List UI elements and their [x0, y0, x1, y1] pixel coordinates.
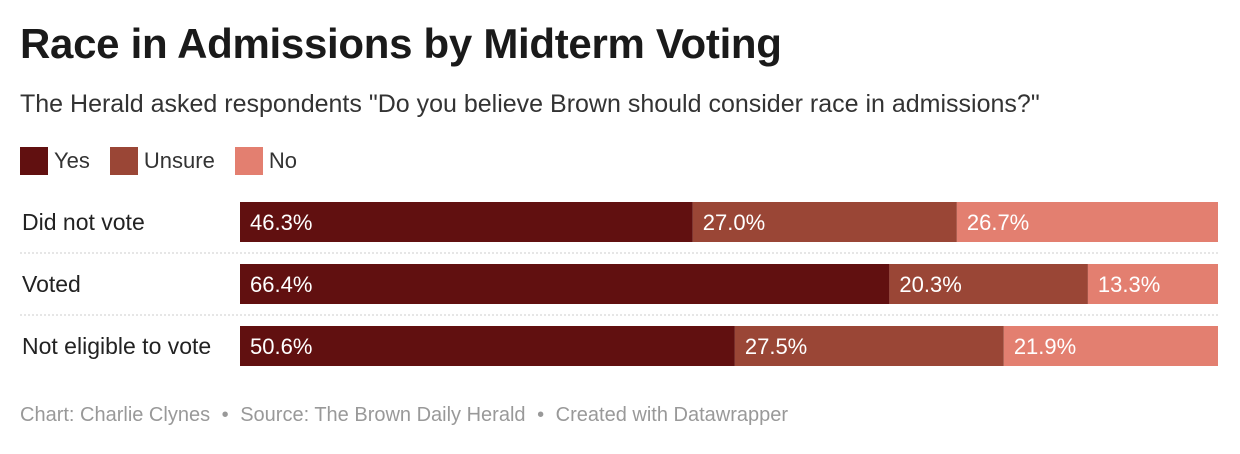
legend-item-no: No: [234, 147, 297, 175]
legend-swatch-unsure: [109, 147, 138, 175]
data-label-unsure-voted: 20.3%: [899, 272, 961, 297]
legend-label-unsure: Unsure: [143, 148, 215, 173]
row-label-did-not-vote: Did not vote: [22, 209, 145, 235]
data-label-yes-did-not-vote: 46.3%: [250, 210, 312, 235]
data-label-unsure-did-not-vote: 27.0%: [703, 210, 765, 235]
bar-yes-did-not-vote: [240, 202, 693, 242]
chart-title: Race in Admissions by Midterm Voting: [20, 20, 782, 67]
legend-label-no: No: [268, 148, 297, 173]
legend: Yes Unsure No: [20, 145, 317, 177]
legend-swatch-yes: [20, 147, 48, 175]
chart-subtitle: The Herald asked respondents "Do you bel…: [20, 90, 1040, 118]
bar-no-not-eligible-to-vote: [1003, 326, 1218, 366]
footer-separator: •: [221, 404, 229, 426]
bar-unsure-not-eligible-to-vote: [734, 326, 1004, 366]
data-label-no-did-not-vote: 26.7%: [967, 210, 1029, 235]
row-label-not-eligible: Not eligible to vote: [22, 333, 212, 359]
data-label-unsure-not-eligible-to-vote: 27.5%: [745, 334, 807, 359]
legend-swatch-no: [234, 147, 263, 175]
bar-no-did-not-vote: [956, 202, 1218, 242]
bar-unsure-did-not-vote: [692, 202, 957, 242]
data-label-yes-voted: 66.4%: [250, 272, 312, 297]
data-label-yes-not-eligible-to-vote: 50.6%: [250, 334, 312, 359]
bar-unsure-voted: [889, 264, 1088, 304]
legend-label-yes: Yes: [54, 148, 90, 173]
bar-yes-voted: [240, 264, 890, 304]
legend-item-unsure: Unsure: [109, 147, 215, 175]
bar-yes-not-eligible-to-vote: [240, 326, 735, 366]
bar-no-voted: [1087, 264, 1218, 304]
footer-tool: Created with Datawrapper: [555, 404, 789, 426]
footer-separator: •: [537, 404, 545, 426]
legend-item-yes: Yes: [20, 147, 90, 175]
footer-source: Source: The Brown Daily Herald: [240, 404, 526, 426]
data-label-no-not-eligible-to-vote: 21.9%: [1014, 334, 1076, 359]
row-label-voted: Voted: [22, 271, 81, 297]
footer: Chart: Charlie Clynes • Source: The Brow…: [20, 404, 788, 427]
data-label-no-voted: 13.3%: [1098, 272, 1160, 297]
footer-chart-credit: Chart: Charlie Clynes: [20, 404, 211, 426]
